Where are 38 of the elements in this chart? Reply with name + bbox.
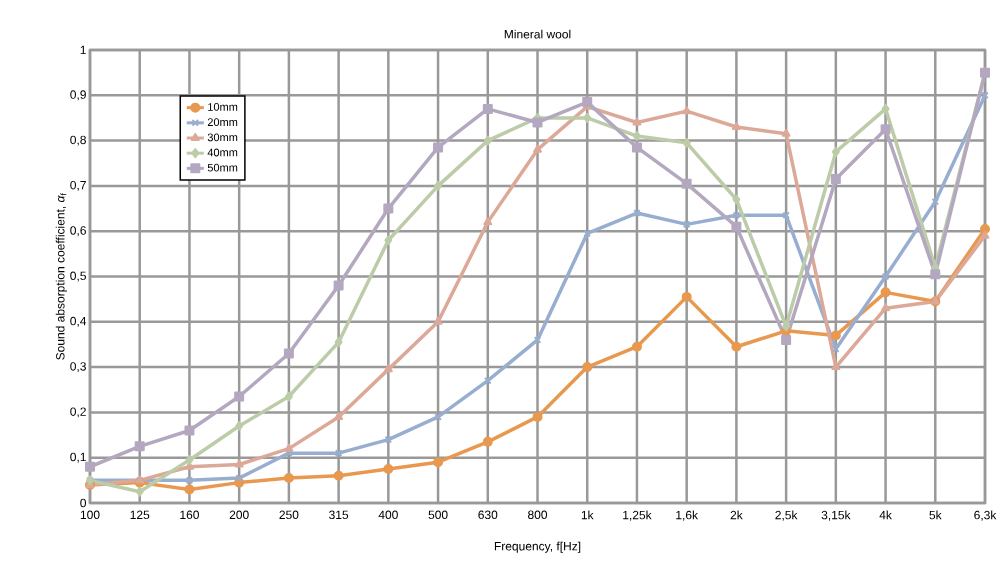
- y-tick-label: 0,3: [70, 362, 86, 373]
- x-axis-title: Frequency, f[Hz]: [494, 541, 581, 553]
- y-tick-label: 0,1: [70, 452, 86, 463]
- y-tick-label: 1: [80, 45, 86, 55]
- x-tick-label: 4k: [879, 510, 892, 520]
- y-axis-title: Sound absorption coefficient, α$_{f}$: [55, 193, 67, 360]
- y-tick-label: 0,5: [70, 271, 86, 282]
- y-tick-label: 0,2: [70, 407, 86, 418]
- legend-label: 40mm: [207, 148, 238, 157]
- x-tick-label: 1,25k: [623, 510, 652, 521]
- legend-label: 10mm: [208, 103, 238, 111]
- x-tick-label: 6,3k: [974, 510, 997, 521]
- legend-label: 50mm: [207, 163, 238, 172]
- x-tick-label: 3,15k: [821, 510, 851, 521]
- x-tick-label: 2,5k: [775, 510, 798, 521]
- x-tick-label: 400: [378, 510, 398, 520]
- legend-label: 20mm: [207, 118, 238, 127]
- chart-title: Mineral wool: [504, 29, 571, 39]
- x-tick-label: 250: [279, 510, 299, 520]
- x-tick-label: 1,6k: [676, 510, 699, 521]
- legend-label: 30mm: [207, 133, 238, 142]
- x-tick-label: 125: [130, 510, 150, 520]
- x-tick-label: 200: [229, 510, 249, 520]
- x-tick-label: 630: [478, 510, 498, 520]
- x-tick-label: 315: [329, 510, 349, 520]
- y-tick-label: 0,8: [70, 135, 86, 146]
- y-tick-label: 0,9: [70, 90, 86, 101]
- y-tick-label: 0,4: [70, 316, 87, 327]
- y-tick-label: 0: [80, 498, 87, 508]
- x-tick-label: 5k: [929, 510, 942, 520]
- x-tick-label: 100: [80, 510, 100, 520]
- y-tick-label: 0,6: [70, 226, 86, 237]
- x-tick-label: 1k: [581, 510, 594, 520]
- x-tick-label: 160: [180, 510, 199, 520]
- x-tick-label: 500: [428, 510, 448, 520]
- x-tick-label: 800: [528, 510, 548, 520]
- y-tick-label: 0,7: [70, 180, 86, 191]
- x-tick-label: 2k: [730, 510, 743, 520]
